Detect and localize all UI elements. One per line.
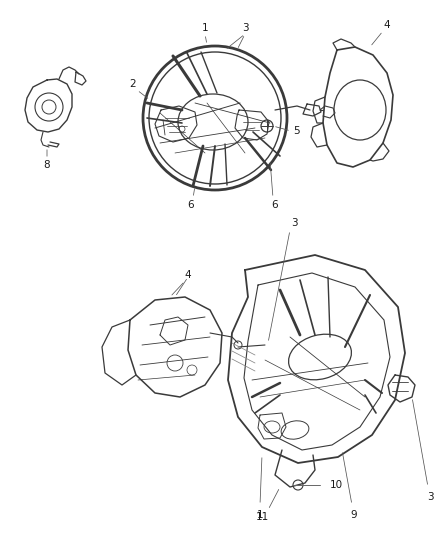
Text: 2: 2 bbox=[130, 79, 136, 89]
Text: 8: 8 bbox=[44, 160, 50, 170]
Text: 6: 6 bbox=[188, 200, 194, 210]
Text: 1: 1 bbox=[257, 510, 263, 520]
Text: 3: 3 bbox=[427, 492, 433, 502]
Text: 3: 3 bbox=[291, 218, 297, 228]
Text: 1: 1 bbox=[201, 23, 208, 33]
Text: 6: 6 bbox=[272, 200, 278, 210]
Text: 3: 3 bbox=[242, 23, 248, 33]
Text: 4: 4 bbox=[185, 270, 191, 280]
Text: 9: 9 bbox=[351, 510, 357, 520]
Text: 4: 4 bbox=[384, 20, 390, 30]
Text: 5: 5 bbox=[294, 126, 300, 136]
Text: 10: 10 bbox=[330, 480, 343, 490]
Text: 11: 11 bbox=[255, 512, 268, 522]
